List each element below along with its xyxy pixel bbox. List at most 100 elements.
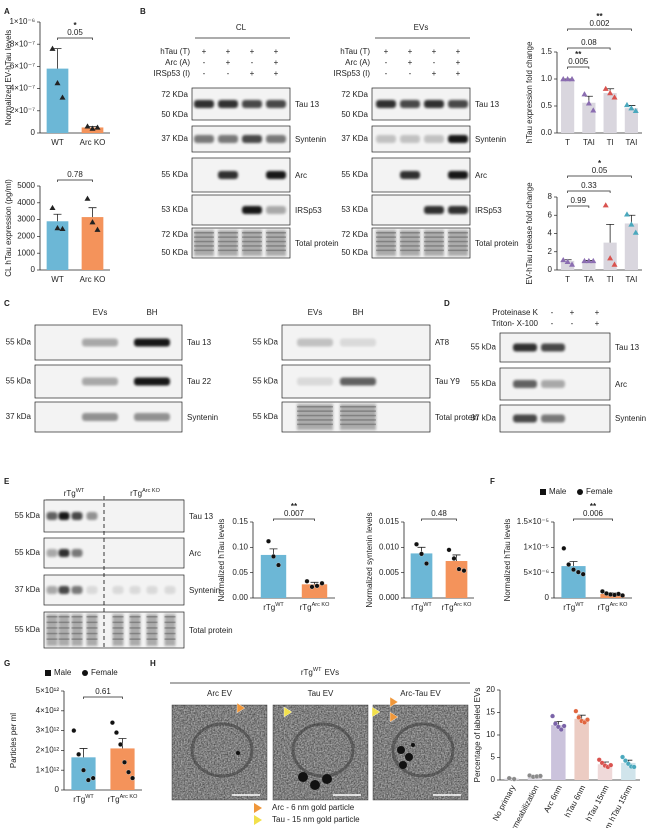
bar [301,584,328,598]
protein-label: Syntenin [475,134,507,144]
lane-band [340,406,376,408]
data-point [632,107,639,114]
data-point [511,776,517,782]
lane-band [146,638,158,640]
condition-sign: - [227,69,230,78]
y-tick-label: 5×10⁻⁶ [523,568,549,577]
error-bar [53,48,62,69]
lane-band [86,632,98,635]
condition-label: Triton- X-100 [492,319,539,328]
sig-stars: * [73,21,77,30]
y-axis-label: CL hTau expression (pg/ml) [4,179,13,277]
band [266,206,286,214]
label-sup: WT [76,488,85,494]
legend-label: Tau - 15 nm gold particle [272,815,360,824]
lane-smear [218,230,238,256]
error-bar [310,581,319,585]
lane-band [58,616,70,618]
band [46,549,58,557]
label-base: rTg [563,603,575,612]
marker-label: 53 KDa [161,205,188,214]
panel-letter: G [4,659,10,668]
label-rest: EVs [324,668,339,677]
lane-band [194,236,214,238]
label-box: Arc [475,171,487,180]
protein-label: Tau Y9 [435,377,460,386]
marker-label: 55 kDa [253,377,279,386]
y-tick-label: 0.005 [379,568,400,577]
y-tick-label: 0.015 [379,517,400,526]
lane-smear [164,614,176,646]
label-box: Tau 13 [187,338,211,347]
y-axis-label: Normalized hTau levels [503,519,512,602]
marker-label: 37 KDa [341,134,368,143]
lane-band [266,240,286,243]
marker-label: 50 KDa [161,248,188,257]
legend-swatch [577,489,583,495]
data-point [628,105,635,111]
lane-band [297,414,333,417]
condition-sign: - [203,58,206,67]
y-tick-label: 2000 [17,232,35,241]
marker-label: 53 KDa [341,205,368,214]
error-bar [79,748,88,758]
error-bar [88,207,97,218]
label-box: Total protein [435,412,479,422]
sig-stars: ** [590,502,597,511]
lane-band [424,240,444,243]
data-point [585,257,592,264]
legend-label: Male [54,668,72,677]
band [448,171,468,179]
lane-band [164,621,176,624]
data-point [114,730,119,736]
condition-sign: + [408,47,413,56]
label-base: rTg [301,668,313,677]
lane-band [58,621,70,624]
band [218,135,238,143]
band [340,338,376,347]
condition-sign: - [551,319,554,328]
lane-smear [340,404,376,430]
band [134,377,170,386]
band [541,414,565,423]
lane-header: EVs [93,308,108,317]
lane-band [129,621,141,624]
lane-band [242,245,262,247]
protein-label: Tau 22 [187,377,212,386]
band [86,586,98,594]
x-tick-label: Arc KO [80,275,106,284]
y-tick-label: 0 [31,128,36,137]
condition-label: Proteinase K [492,308,538,317]
y-tick-label: 1.5 [541,47,553,56]
sig-stars: ** [596,12,603,21]
condition-sign: + [274,58,279,67]
band [218,171,238,179]
bar [603,93,617,133]
protein-label: Total protein [435,412,479,422]
data-point [309,584,315,590]
y-tick-label: 2 [548,247,553,256]
sig-bracket [567,205,590,208]
band [424,135,444,143]
data-point [561,545,567,551]
y-tick-label: 0 [548,265,553,274]
panel-letter: D [444,299,450,308]
data-point [623,211,630,217]
condition-sign: + [250,47,255,56]
data-point [622,758,628,764]
data-point [451,556,457,561]
lane-band [400,240,420,243]
bar [582,260,596,270]
p-value: 0.05 [592,166,608,175]
data-point [304,578,310,584]
lane-smear [400,230,420,256]
label-sup: Arc KO [120,794,138,800]
condition-sign: - [409,69,412,78]
band [242,100,262,108]
data-point [590,107,597,113]
vesicle [391,722,455,778]
label-sup: WT [275,602,284,608]
label-base: rTg [598,603,610,612]
data-point [424,561,429,566]
bar [260,554,287,598]
